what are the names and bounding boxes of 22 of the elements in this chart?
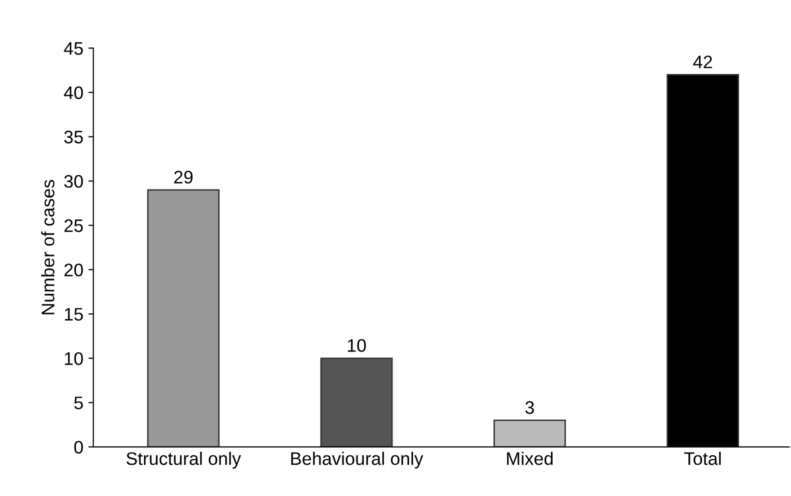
data-label: 10: [348, 339, 366, 352]
y-tick-label: 15: [64, 308, 83, 321]
x-tick-label: Total: [684, 452, 721, 466]
y-tick-label: 45: [64, 42, 83, 55]
y-tick-label: 30: [64, 174, 83, 188]
y-tick-label: 20: [64, 264, 83, 276]
bar: [493, 420, 566, 447]
y-tick-label: 25: [64, 219, 83, 232]
y-tick-label: 0: [74, 440, 83, 454]
data-label: 29: [174, 170, 193, 184]
y-tick-label: 40: [64, 86, 83, 100]
bar: [147, 189, 220, 447]
y-tick-label: 10: [64, 352, 83, 365]
x-tick-label: Structural only: [126, 452, 242, 469]
x-tick-label: Behavioural only: [291, 452, 424, 469]
data-label: 42: [693, 56, 712, 68]
y-tick-label: 5: [74, 396, 83, 410]
x-tick-label: Mixed: [507, 452, 553, 466]
y-axis-title: Number of cases: [41, 180, 54, 314]
bar: [320, 358, 393, 447]
y-tick-label: 35: [64, 130, 83, 144]
data-label: 3: [525, 401, 534, 414]
